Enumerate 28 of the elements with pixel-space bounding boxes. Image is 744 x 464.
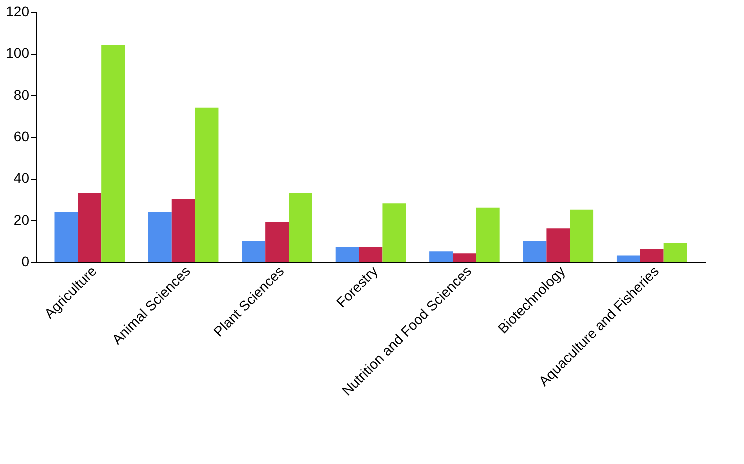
bar bbox=[148, 212, 172, 262]
bar bbox=[195, 108, 219, 262]
bar bbox=[382, 204, 406, 262]
bar bbox=[102, 45, 126, 262]
bar bbox=[430, 252, 453, 262]
bar bbox=[336, 247, 360, 262]
bar bbox=[523, 241, 547, 262]
bar bbox=[172, 200, 196, 262]
bar bbox=[640, 250, 664, 262]
bar bbox=[54, 212, 78, 262]
y-tick-label: 20 bbox=[14, 212, 30, 228]
bar bbox=[266, 222, 290, 262]
bar bbox=[664, 243, 688, 262]
bar bbox=[476, 208, 500, 262]
bar bbox=[289, 193, 312, 262]
y-tick-label: 0 bbox=[22, 254, 30, 270]
bar bbox=[452, 254, 476, 262]
y-tick-label: 120 bbox=[6, 4, 30, 20]
bar bbox=[546, 228, 570, 262]
bar bbox=[242, 241, 266, 262]
bar bbox=[570, 210, 594, 262]
bar bbox=[616, 256, 640, 262]
y-tick-label: 100 bbox=[6, 45, 30, 62]
bar bbox=[359, 247, 383, 262]
y-tick-label: 40 bbox=[14, 170, 30, 186]
y-tick-label: 60 bbox=[14, 128, 30, 144]
y-tick-label: 80 bbox=[14, 86, 30, 103]
bar bbox=[78, 193, 102, 262]
